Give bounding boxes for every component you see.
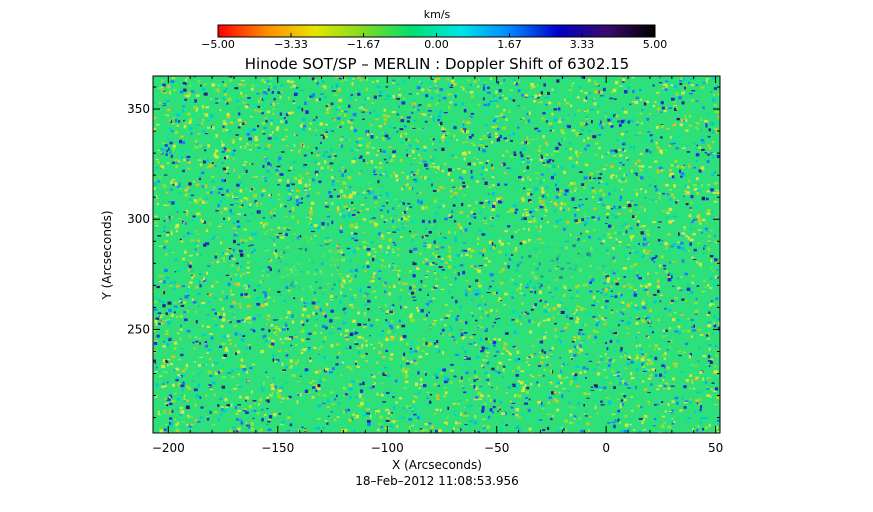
- colorbar-tick-label: 0.00: [424, 38, 449, 51]
- plot-frame: [152, 75, 721, 434]
- colorbar-ticks: −5.00 −3.33 −1.67 0.00 1.67 3.33 5.00: [201, 33, 667, 51]
- y-tick-label: 250: [127, 322, 150, 336]
- chart-title: Hinode SOT/SP – MERLIN : Doppler Shift o…: [245, 55, 629, 73]
- x-tick-label: −150: [261, 441, 294, 455]
- x-tick-label: −100: [371, 441, 404, 455]
- x-tick-label: 50: [708, 441, 723, 455]
- y-axis-title: Y (Arcseconds): [100, 210, 114, 300]
- x-tick-label: −200: [152, 441, 185, 455]
- active-region-smooth-patch: [275, 237, 345, 293]
- colorbar-tick-label: 3.33: [570, 38, 595, 51]
- colorbar-tick-label: 5.00: [643, 38, 668, 51]
- y-axis: 250 300 350: [127, 86, 720, 419]
- y-tick-label: 350: [127, 102, 150, 116]
- doppler-map-texture: [153, 76, 720, 433]
- colorbar-tick-label: 1.67: [497, 38, 522, 51]
- x-axis: −200 −150 −100 −50 0 50: [152, 76, 723, 455]
- active-region-smooth-patch: [515, 237, 605, 287]
- y-tick-label: 300: [127, 212, 150, 226]
- x-tick-label: 0: [602, 441, 610, 455]
- colorbar-tick-label: −1.67: [347, 38, 381, 51]
- colorbar-tick-label: −5.00: [201, 38, 235, 51]
- colorbar-label: km/s: [424, 8, 451, 21]
- observation-timestamp: 18–Feb–2012 11:08:53.956: [355, 474, 518, 488]
- colorbar-tick-label: −3.33: [274, 38, 308, 51]
- x-axis-title: X (Arcseconds): [392, 458, 482, 472]
- plot-area: [152, 75, 721, 434]
- x-tick-label: −50: [484, 441, 509, 455]
